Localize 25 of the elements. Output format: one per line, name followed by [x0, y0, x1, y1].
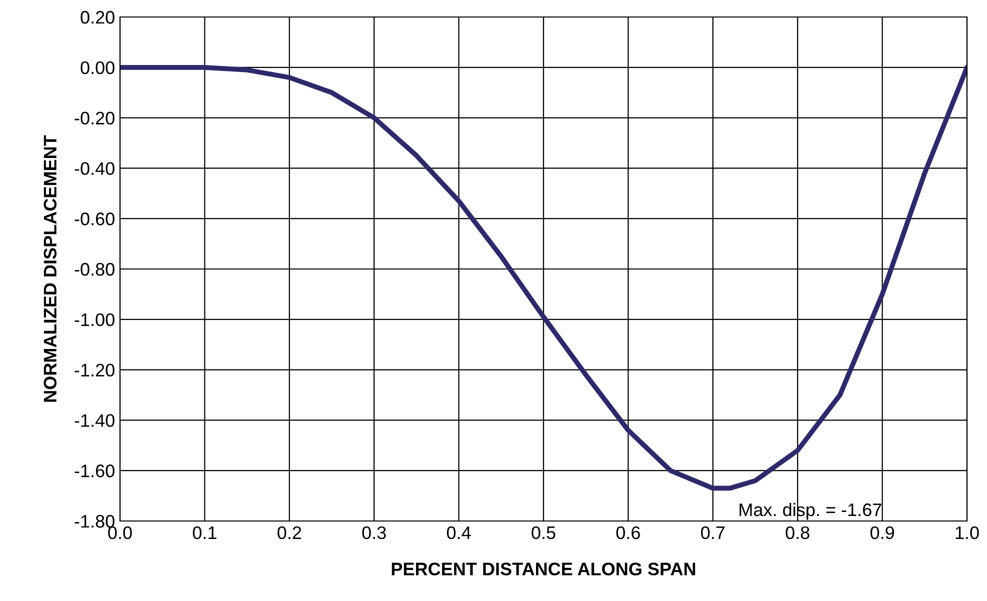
- y-tick-label: -0.20: [74, 112, 114, 125]
- x-tick-label: 0.8: [786, 526, 810, 540]
- y-tick-label: -0.60: [74, 212, 114, 226]
- y-axis-title: NORMALIZED DISPLACEMENT: [44, 135, 57, 402]
- y-tick-label: 0.20: [80, 10, 114, 24]
- x-tick-label: 0.5: [532, 526, 556, 540]
- line-series: [120, 64, 967, 491]
- x-tick-label: 1.0: [956, 526, 979, 540]
- x-tick-label: 0.3: [362, 526, 386, 540]
- y-tick-label: -0.40: [74, 162, 114, 175]
- x-tick-label: 0.0: [108, 526, 132, 540]
- y-tick-label: -1.80: [74, 514, 114, 528]
- x-tick-label: 0.2: [278, 526, 302, 540]
- x-tick-label: 0.4: [446, 526, 471, 540]
- y-tick-label: -1.00: [74, 313, 114, 326]
- y-tick-label: -1.40: [74, 414, 114, 427]
- x-tick-label: 0.6: [616, 526, 640, 540]
- x-tick-label: 0.1: [192, 526, 216, 540]
- x-tick-label: 0.7: [701, 526, 725, 540]
- y-tick-label: -1.20: [74, 364, 114, 377]
- y-tick-label: 0.00: [80, 61, 114, 74]
- x-axis-title: PERCENT DISTANCE ALONG SPAN: [392, 562, 696, 576]
- x-tick-label: 0.9: [870, 526, 894, 540]
- y-tick-label: -0.80: [74, 262, 114, 276]
- y-tick-label: -1.60: [74, 464, 114, 478]
